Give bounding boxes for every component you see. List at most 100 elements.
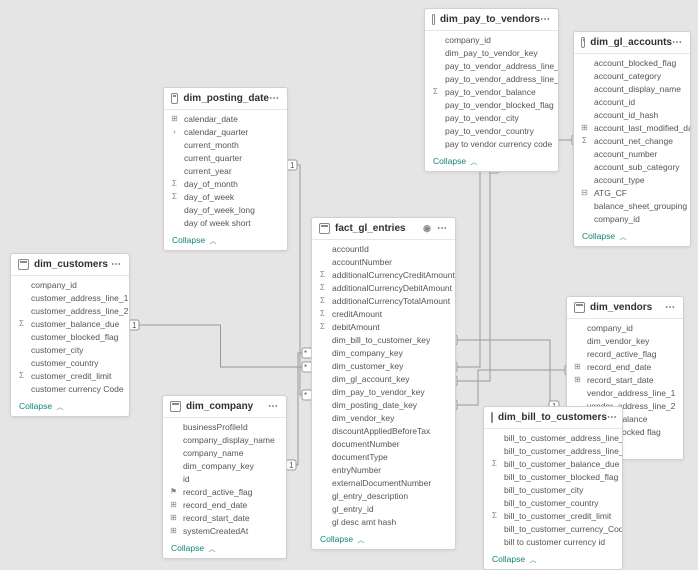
field[interactable]: company_id (425, 33, 558, 46)
field[interactable]: customer_address_line_2 (11, 304, 129, 317)
more-icon[interactable]: ⋯ (672, 38, 683, 48)
field[interactable]: bill_to_customer_currency_Code (484, 522, 622, 535)
field[interactable]: dim_company_key (312, 346, 455, 359)
field[interactable]: ⊞record_end_date (163, 498, 286, 511)
field[interactable]: account_display_name (574, 82, 690, 95)
field[interactable]: bill_to_customer_blocked_flag (484, 470, 622, 483)
field[interactable]: pay_to_vendor_address_line_1 (425, 59, 558, 72)
field[interactable]: company_id (11, 278, 129, 291)
field[interactable]: company_display_name (163, 433, 286, 446)
field[interactable]: company_name (163, 446, 286, 459)
more-icon[interactable]: ⋯ (437, 224, 448, 234)
field[interactable]: dim_gl_account_key (312, 372, 455, 385)
field[interactable]: account_id_hash (574, 108, 690, 121)
table-dim_customers[interactable]: dim_customers⋯ company_id customer_address… (10, 253, 130, 417)
field[interactable]: ⚑record_active_flag (163, 485, 286, 498)
field[interactable]: Σday_of_month (164, 177, 287, 190)
field[interactable]: current_quarter (164, 151, 287, 164)
table-dim_bill_to_customers[interactable]: dim_bill_to_customers⋯ bill_to_customer_a… (483, 406, 623, 570)
table-dim_pay_to_vendors[interactable]: dim_pay_to_vendors⋯company_iddim_pay_to_… (424, 8, 559, 172)
field[interactable]: account_blocked_flag (574, 56, 690, 69)
more-icon[interactable]: ⋯ (665, 303, 676, 313)
field[interactable]: account_number (574, 147, 690, 160)
field[interactable]: pay_to_vendor_country (425, 124, 558, 137)
more-icon[interactable]: ⋯ (540, 15, 551, 25)
field[interactable]: account_sub_category (574, 160, 690, 173)
field[interactable]: account_id (574, 95, 690, 108)
field[interactable]: customer currency Code (11, 382, 129, 395)
table-dim_gl_accounts[interactable]: dim_gl_accounts⋯account_blocked_flagacco… (573, 31, 691, 247)
more-icon[interactable]: ⋯ (111, 260, 122, 270)
field[interactable]: dim_posting_date_key (312, 398, 455, 411)
collapse-link[interactable]: Collapse ︿ (312, 530, 455, 549)
field[interactable]: bill_to_customer_address_line_2 (484, 444, 622, 457)
more-icon[interactable]: ⋯ (269, 94, 280, 104)
field[interactable]: gl_entry_description (312, 489, 455, 502)
field[interactable]: pay_to_vendor_blocked_flag (425, 98, 558, 111)
field[interactable]: customer_city (11, 343, 129, 356)
field[interactable]: dim_company_key (163, 459, 286, 472)
field[interactable]: ›calendar_quarter (164, 125, 287, 138)
collapse-link[interactable]: Collapse ︿ (425, 152, 558, 171)
field[interactable]: businessProfileId (163, 420, 286, 433)
field[interactable]: ΣadditionalCurrencyTotalAmount (312, 294, 455, 307)
field[interactable]: Σbill_to_customer_balance_due (484, 457, 622, 470)
field[interactable]: documentNumber (312, 437, 455, 450)
visibility-icon[interactable]: ◉ (423, 223, 431, 234)
field[interactable]: ΣadditionalCurrencyDebitAmount (312, 281, 455, 294)
field[interactable]: pay_to_vendor_city (425, 111, 558, 124)
field[interactable]: externalDocumentNumber (312, 476, 455, 489)
field[interactable]: documentType (312, 450, 455, 463)
field[interactable]: bill_to_customer_address_line_1 (484, 431, 622, 444)
field[interactable]: Σaccount_net_change (574, 134, 690, 147)
field[interactable]: Σday_of_week (164, 190, 287, 203)
field[interactable]: ⊞calendar_date (164, 112, 287, 125)
field[interactable]: ⊞systemCreatedAt (163, 524, 286, 537)
table-fact_gl_entries[interactable]: fact_gl_entries◉⋯accountIdaccountNumberΣ… (311, 217, 456, 550)
table-header[interactable]: dim_bill_to_customers⋯ (484, 407, 622, 429)
field[interactable]: record_active_flag (567, 347, 683, 360)
field[interactable]: dim_customer_key (312, 359, 455, 372)
field[interactable]: ΣcreditAmount (312, 307, 455, 320)
table-header[interactable]: dim_vendors⋯ (567, 297, 683, 319)
table-header[interactable]: dim_customers⋯ (11, 254, 129, 276)
field[interactable]: entryNumber (312, 463, 455, 476)
field[interactable]: current_year (164, 164, 287, 177)
field[interactable]: accountId (312, 242, 455, 255)
field[interactable]: gl desc amt hash (312, 515, 455, 528)
table-dim_posting_date[interactable]: dim_posting_date⋯⊞calendar_date›calendar… (163, 87, 288, 251)
field[interactable]: bill_to_customer_country (484, 496, 622, 509)
field[interactable]: customer_country (11, 356, 129, 369)
table-dim_company[interactable]: dim_company⋯ businessProfileIdcompany_dis… (162, 395, 287, 559)
field[interactable]: ⊞account_last_modified_datetime (574, 121, 690, 134)
field[interactable]: company_id (567, 321, 683, 334)
table-header[interactable]: dim_company⋯ (163, 396, 286, 418)
field[interactable]: discountAppliedBeforeTax (312, 424, 455, 437)
field[interactable]: ΣdebitAmount (312, 320, 455, 333)
more-icon[interactable]: ⋯ (607, 413, 618, 423)
field[interactable]: Σcustomer_balance_due (11, 317, 129, 330)
collapse-link[interactable]: Collapse ︿ (164, 231, 287, 250)
field[interactable]: current_month (164, 138, 287, 151)
collapse-link[interactable]: Collapse ︿ (11, 397, 129, 416)
field[interactable]: dim_vendor_key (567, 334, 683, 347)
field[interactable]: balance_sheet_grouping (574, 199, 690, 212)
field[interactable]: account_type (574, 173, 690, 186)
field[interactable]: id (163, 472, 286, 485)
field[interactable]: bill to customer currency id (484, 535, 622, 548)
field[interactable]: ⊟ATG_CF (574, 186, 690, 199)
field[interactable]: dim_bill_to_customer_key (312, 333, 455, 346)
field[interactable]: ⊞record_end_date (567, 360, 683, 373)
field[interactable]: Σpay_to_vendor_balance (425, 85, 558, 98)
field[interactable]: dim_pay_to_vendor_key (312, 385, 455, 398)
field[interactable]: account_category (574, 69, 690, 82)
collapse-link[interactable]: Collapse ︿ (163, 539, 286, 558)
field[interactable]: Σcustomer_credit_limit (11, 369, 129, 382)
field[interactable]: vendor_address_line_1 (567, 386, 683, 399)
field[interactable]: pay_to_vendor_address_line_2 (425, 72, 558, 85)
field[interactable]: ⊞record_start_date (163, 511, 286, 524)
field[interactable]: customer_blocked_flag (11, 330, 129, 343)
field[interactable]: dim_vendor_key (312, 411, 455, 424)
field[interactable]: day of week short (164, 216, 287, 229)
field[interactable]: dim_pay_to_vendor_key (425, 46, 558, 59)
